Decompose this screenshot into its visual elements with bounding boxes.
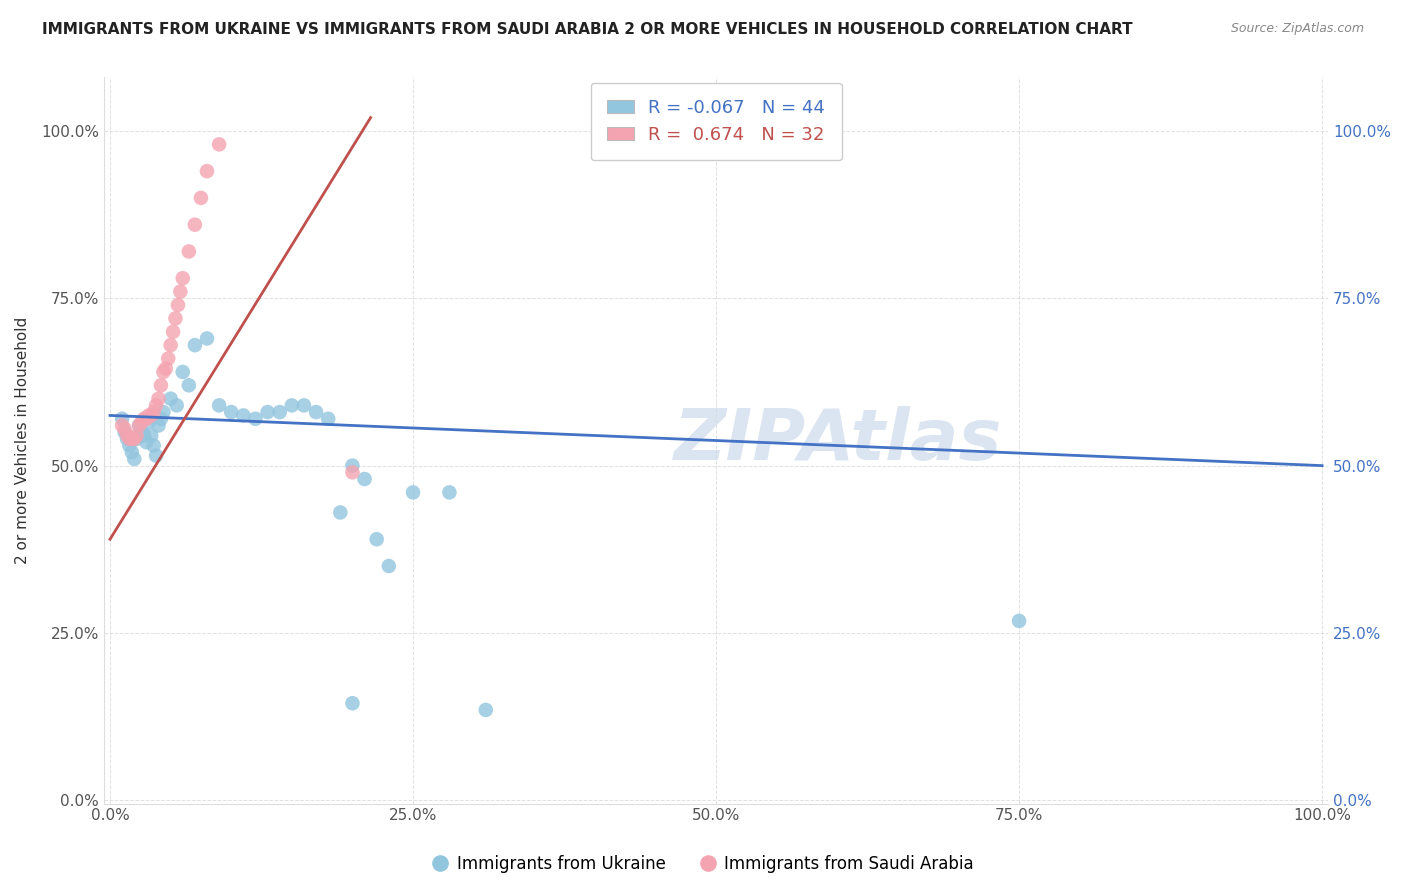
Point [184,338,207,352]
Point [169,285,191,299]
Point [162,325,184,339]
Point [142,438,165,452]
Point [155,361,177,376]
Point [128,418,150,433]
Point [208,137,231,152]
Point [1008,614,1031,628]
Point [115,428,138,442]
Point [124,432,146,446]
Point [118,438,141,452]
Point [190,191,212,205]
Point [135,435,157,450]
Text: ZIPAtlas: ZIPAtlas [675,406,1002,475]
Text: Source: ZipAtlas.com: Source: ZipAtlas.com [1230,22,1364,36]
Point [269,405,291,419]
Point [114,422,136,436]
Point [111,418,134,433]
Point [165,311,187,326]
Point [145,449,167,463]
Point [366,533,388,547]
Point [353,472,375,486]
Point [292,398,315,412]
Point [141,409,163,423]
Point [195,331,218,345]
Point [125,432,148,446]
Point [131,415,153,429]
Legend: R = -0.067   N = 44, R =  0.674   N = 32: R = -0.067 N = 44, R = 0.674 N = 32 [591,83,842,161]
Point [208,398,231,412]
Point [152,365,174,379]
Point [342,458,364,473]
Y-axis label: 2 or more Vehicles in Household: 2 or more Vehicles in Household [15,317,30,564]
Point [172,365,194,379]
Point [121,445,143,459]
Point [142,405,165,419]
Point [329,506,352,520]
Point [256,405,278,419]
Point [342,696,364,710]
Point [159,392,181,406]
Text: IMMIGRANTS FROM UKRAINE VS IMMIGRANTS FROM SAUDI ARABIA 2 OR MORE VEHICLES IN HO: IMMIGRANTS FROM UKRAINE VS IMMIGRANTS FR… [42,22,1133,37]
Point [219,405,242,419]
Point [159,338,181,352]
Point [157,351,180,366]
Point [125,428,148,442]
Point [145,398,167,412]
Point [149,378,172,392]
Point [342,466,364,480]
Point [148,418,170,433]
Point [118,432,141,446]
Point [111,411,134,425]
Point [378,559,401,574]
Point [148,392,170,406]
Point [439,485,461,500]
Point [121,432,143,446]
Point [132,428,155,442]
Point [166,398,188,412]
Point [195,164,218,178]
Point [141,428,163,442]
Point [128,418,150,433]
Point [114,425,136,439]
Point [138,409,160,423]
Point [138,415,160,429]
Point [132,411,155,425]
Point [245,411,267,425]
Point [281,398,304,412]
Point [149,411,172,425]
Point [474,703,496,717]
Point [167,298,190,312]
Point [184,218,207,232]
Point [402,485,425,500]
Point [172,271,194,285]
Point [135,411,157,425]
Point [177,244,200,259]
Legend: Immigrants from Ukraine, Immigrants from Saudi Arabia: Immigrants from Ukraine, Immigrants from… [426,848,980,880]
Point [305,405,328,419]
Point [131,425,153,439]
Point [177,378,200,392]
Point [124,452,146,467]
Point [232,409,254,423]
Point [152,405,174,419]
Point [115,432,138,446]
Point [316,411,339,425]
